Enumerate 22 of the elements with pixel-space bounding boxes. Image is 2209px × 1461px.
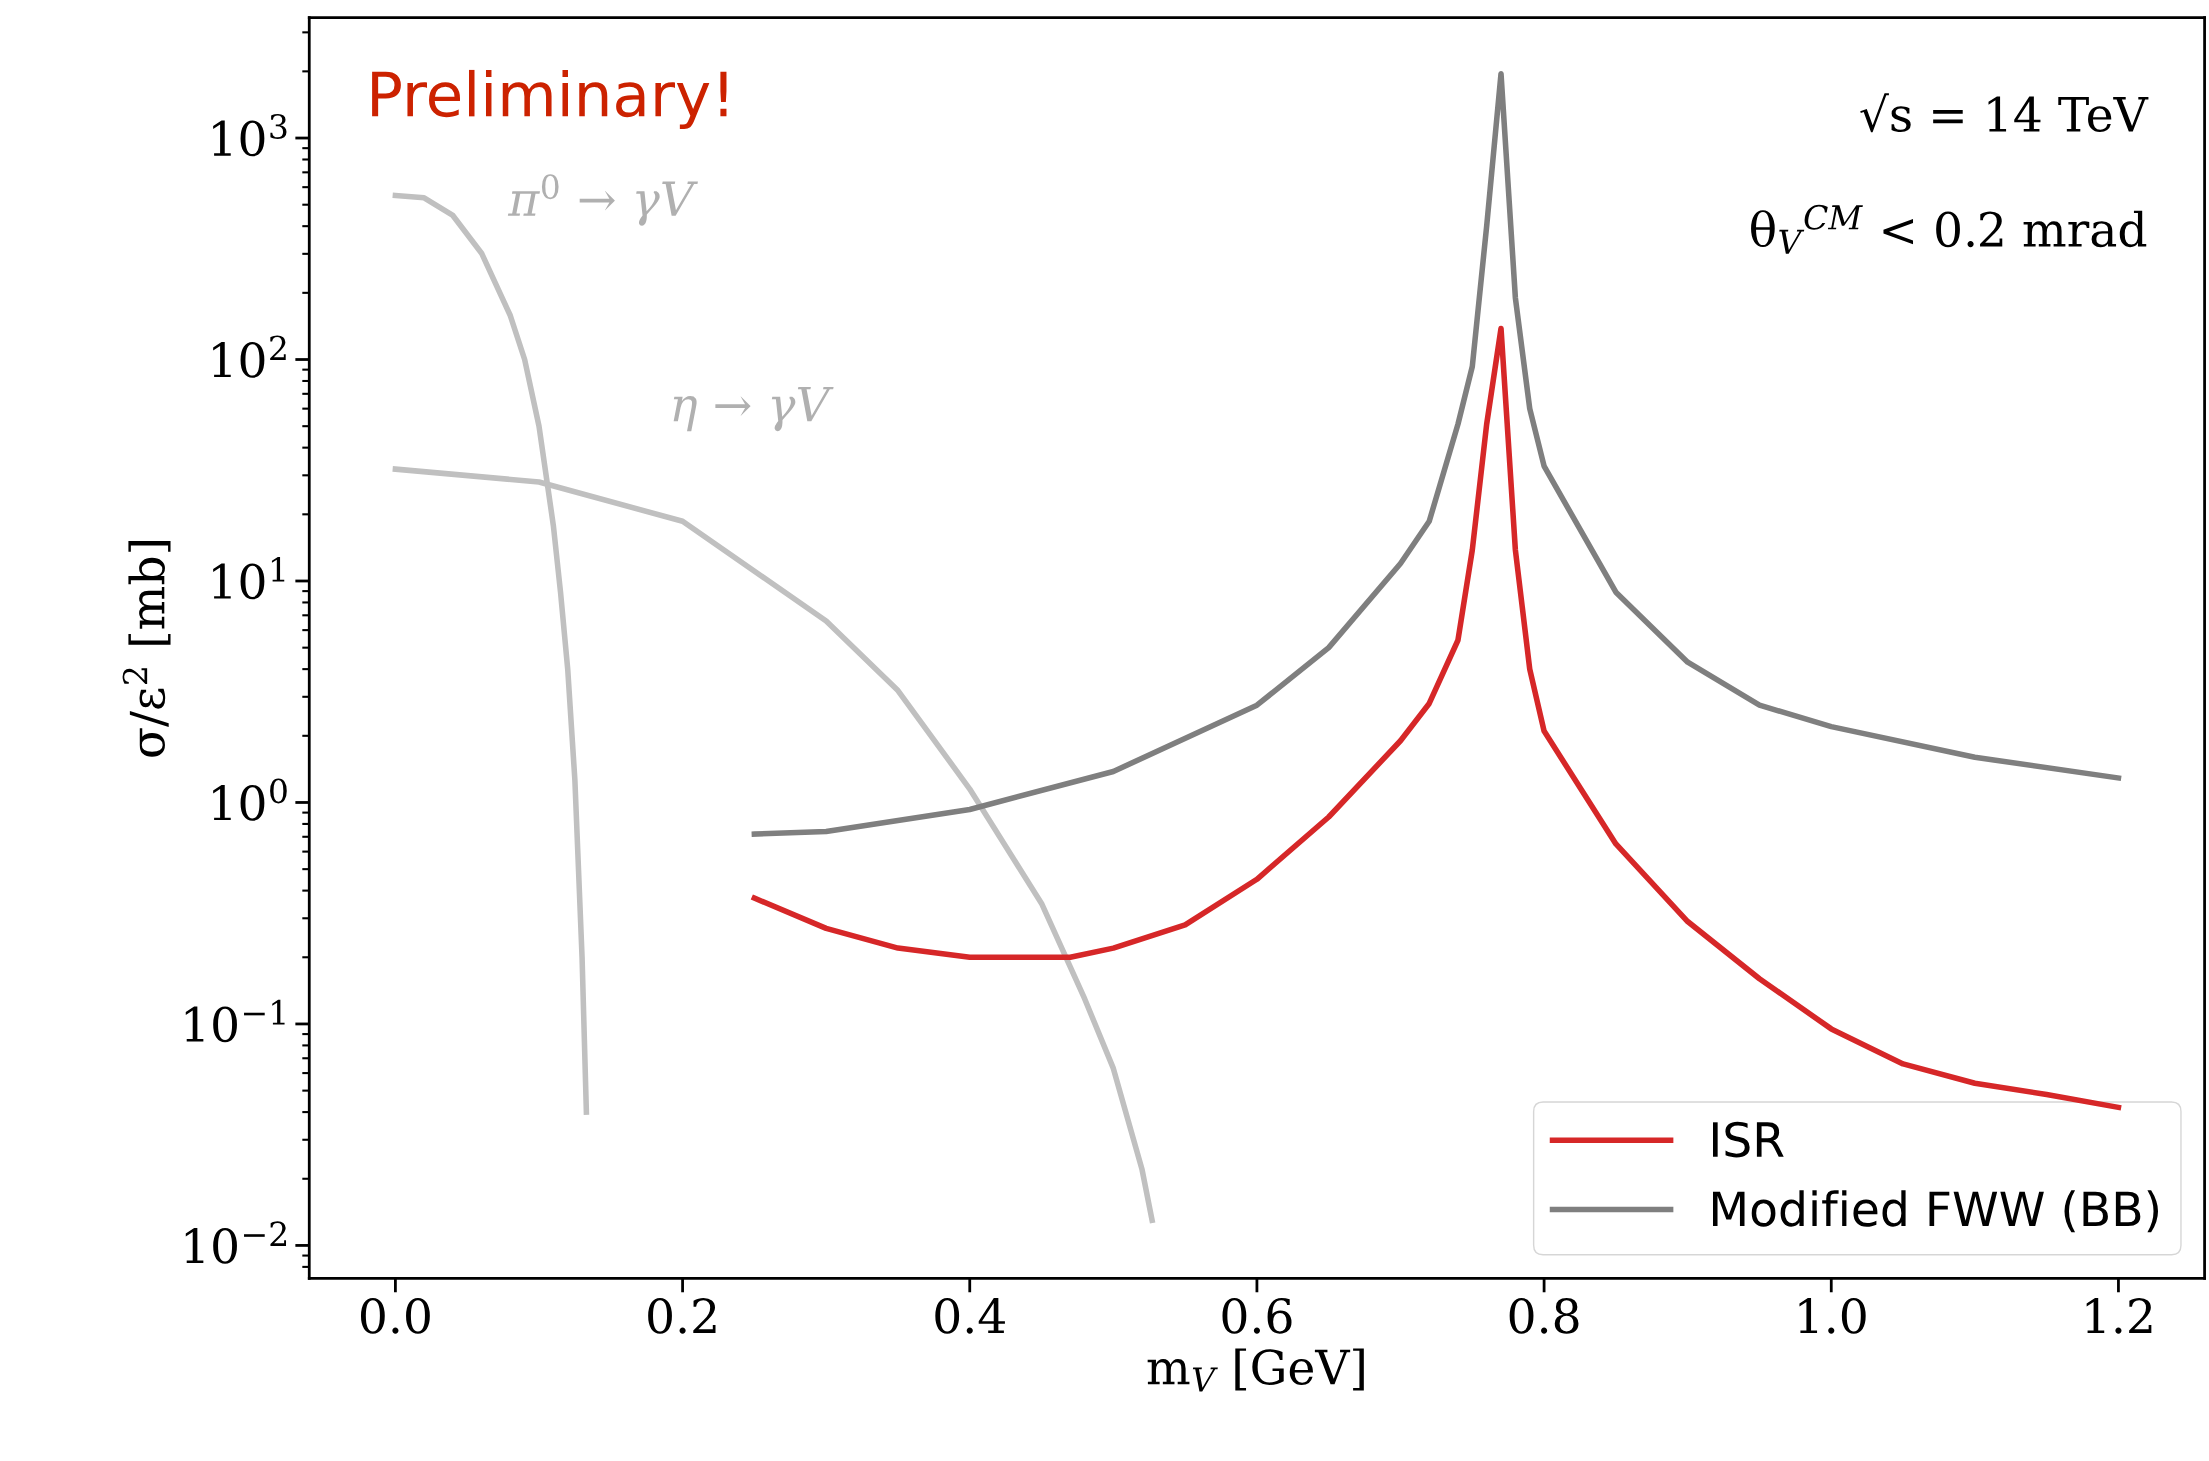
y-tick-label: 10$^{3}$ <box>213 113 287 157</box>
x-tick-label: 0.4 <box>935 1297 1005 1334</box>
legend-label: ISR <box>1713 1121 1784 1158</box>
x-tick-label: 0.8 <box>1509 1297 1579 1334</box>
y-tick-label: 10$^{2}$ <box>213 335 286 378</box>
annotation: η → γV <box>673 386 834 432</box>
y-tick-label: 10$^{1}$ <box>213 556 285 600</box>
x-tick-label: 0.6 <box>1222 1297 1292 1334</box>
y-axis-title: σ/ε$^{2}$ [mb] <box>122 541 171 757</box>
annotation: √s = 14 TeV <box>1860 93 2149 133</box>
annotation: θ$_{V}$$^{CM}$ < 0.2 mrad <box>1751 204 2147 254</box>
annotation: π$^{0}$ → γV <box>507 174 698 226</box>
y-tick-label: 10$^{0}$ <box>213 778 287 821</box>
annotation: Preliminary! <box>372 69 727 130</box>
x-tick-label: 0.2 <box>648 1297 716 1334</box>
x-tick-label: 1.2 <box>2086 1297 2152 1334</box>
legend-label: Modified FWW (BB) <box>1713 1190 2159 1233</box>
x-axis-title: m$_{V}$ [GeV] <box>1147 1348 1364 1392</box>
y-tick-label: 10$^{−2}$ <box>185 1221 287 1264</box>
y-tick-label: 10$^{−1}$ <box>185 999 285 1043</box>
x-tick-label: 0.0 <box>360 1297 430 1334</box>
x-tick-label: 1.0 <box>1799 1297 1866 1334</box>
